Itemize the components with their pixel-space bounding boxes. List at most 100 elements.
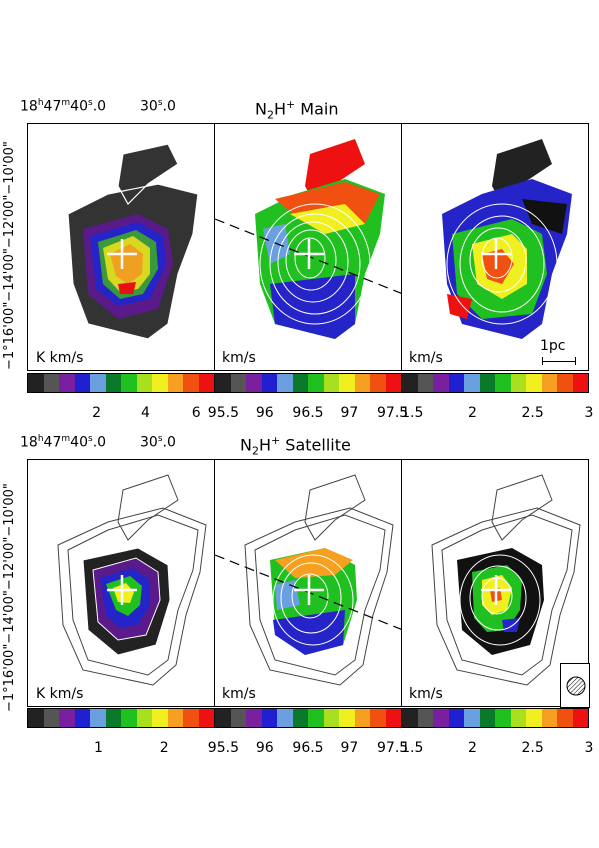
colorbar-tick-label: 1.5	[401, 740, 424, 756]
colorbar-tick-label: 96.5	[292, 740, 324, 756]
colorbar-top-2	[214, 373, 402, 393]
colorbar-swatch	[464, 374, 480, 392]
colorbar-swatch	[526, 709, 542, 727]
colorbar-swatch	[183, 374, 199, 392]
colorbar-tick-label: 95.5	[207, 405, 239, 421]
colorbar-swatch	[557, 709, 573, 727]
unit-top-1: K km/s	[36, 350, 84, 366]
colorbar-tick-label: 97.5	[377, 405, 409, 421]
colorbar-swatch	[339, 709, 355, 727]
colorbar-bottom-3	[401, 708, 589, 728]
colorbar-tick-label: 3	[584, 740, 594, 756]
colorbar-swatch	[121, 374, 137, 392]
colorbar-swatch	[90, 374, 106, 392]
colorbar-tick-label: 96	[255, 740, 274, 756]
panel-top-velocity-map	[214, 139, 404, 339]
cbar-ticks-top-2: 95.5 96 96.5 97 97.5	[208, 405, 408, 425]
colorbar-tick-label: 2	[159, 740, 169, 756]
unit-top-3: km/s	[409, 350, 443, 366]
colorbar-swatch	[198, 374, 214, 392]
colorbar-swatch	[261, 709, 277, 727]
colorbar-swatch	[510, 709, 526, 727]
colorbar-swatch	[292, 709, 308, 727]
colorbar-swatch	[105, 374, 121, 392]
colorbar-tick-label: 96.5	[292, 405, 324, 421]
scale-bar	[542, 357, 576, 365]
colorbar-swatch	[152, 709, 168, 727]
colorbar-swatch	[183, 709, 199, 727]
ra-label-bottom: 18h47m40s.0	[20, 434, 107, 451]
beam-box	[560, 663, 590, 708]
panel-top-intensity-map	[67, 143, 199, 340]
colorbar-top-1	[27, 373, 215, 393]
colorbar-tick-label: 1	[93, 740, 103, 756]
colorbar-tick-label: 95.5	[207, 740, 239, 756]
colorbar-swatch	[230, 374, 246, 392]
panel-top-width-map	[442, 139, 572, 339]
colorbar-swatch	[167, 374, 183, 392]
colorbar-swatch	[90, 709, 106, 727]
colorbar-swatch	[292, 374, 308, 392]
colorbar-swatch	[385, 709, 401, 727]
dec-label-bottom: −1°16'00"−14'00"−12'00"−10'00"	[2, 483, 17, 712]
colorbar-swatch	[277, 709, 293, 727]
ra-label-bottom-2: 30s.0	[140, 434, 176, 451]
colorbar-swatch	[370, 709, 386, 727]
colorbar-tick-label: 96	[255, 405, 274, 421]
colorbar-swatch	[526, 374, 542, 392]
colorbar-swatch	[433, 709, 449, 727]
cbar-ticks-top-1: 2 4 6	[27, 405, 215, 425]
colorbar-swatch	[59, 709, 75, 727]
colorbar-top-3	[401, 373, 589, 393]
colorbar-tick-label: 2	[467, 405, 477, 421]
colorbar-swatch	[510, 374, 526, 392]
scalebar-label: 1pc	[540, 338, 566, 354]
colorbar-tick-label: 97	[340, 740, 359, 756]
colorbar-swatch	[370, 374, 386, 392]
colorbar-swatch	[74, 709, 90, 727]
colorbar-swatch	[43, 709, 59, 727]
colorbar-swatch	[215, 374, 231, 392]
colorbar-swatch	[448, 709, 464, 727]
colorbar-tick-label: 4	[140, 405, 150, 421]
colorbar-swatch	[59, 374, 75, 392]
unit-bottom-1: K km/s	[36, 686, 84, 702]
panel-bottom-width	[401, 459, 590, 708]
ra-label-top: 18h47m40s.0	[20, 98, 107, 115]
colorbar-swatch	[479, 709, 495, 727]
colorbar-swatch	[417, 709, 433, 727]
colorbar-swatch	[541, 374, 557, 392]
colorbar-tick-label: 97	[340, 405, 359, 421]
colorbar-swatch	[74, 374, 90, 392]
colorbar-swatch	[167, 709, 183, 727]
unit-bottom-3: km/s	[409, 686, 443, 702]
colorbar-swatch	[402, 374, 418, 392]
colorbar-swatch	[323, 709, 339, 727]
colorbar-swatch	[572, 709, 588, 727]
colorbar-swatch	[495, 374, 511, 392]
colorbar-swatch	[277, 374, 293, 392]
colorbar-swatch	[261, 374, 277, 392]
cbar-ticks-bottom-3: 1.5 2 2.5 3	[401, 740, 593, 760]
unit-top-2: km/s	[222, 350, 256, 366]
colorbar-swatch	[308, 709, 324, 727]
colorbar-swatch	[354, 709, 370, 727]
colorbar-swatch	[152, 374, 168, 392]
colorbar-swatch	[479, 374, 495, 392]
panel-bottom-intensity-map	[57, 474, 207, 686]
colorbar-tick-label: 97.5	[377, 740, 409, 756]
colorbar-swatch	[495, 709, 511, 727]
colorbar-tick-label: 2.5	[521, 740, 544, 756]
colorbar-swatch	[215, 709, 231, 727]
colorbar-swatch	[121, 709, 137, 727]
colorbar-tick-label: 2	[467, 740, 477, 756]
colorbar-swatch	[402, 709, 418, 727]
colorbar-bottom-2	[214, 708, 402, 728]
colorbar-swatch	[339, 374, 355, 392]
panel-bottom-width-map	[431, 474, 581, 686]
colorbar-swatch	[354, 374, 370, 392]
dec-label-top: −1°16'00"−14'00"−12'00"−10'00"	[2, 141, 17, 370]
colorbar-swatch	[541, 709, 557, 727]
colorbar-swatch	[43, 374, 59, 392]
